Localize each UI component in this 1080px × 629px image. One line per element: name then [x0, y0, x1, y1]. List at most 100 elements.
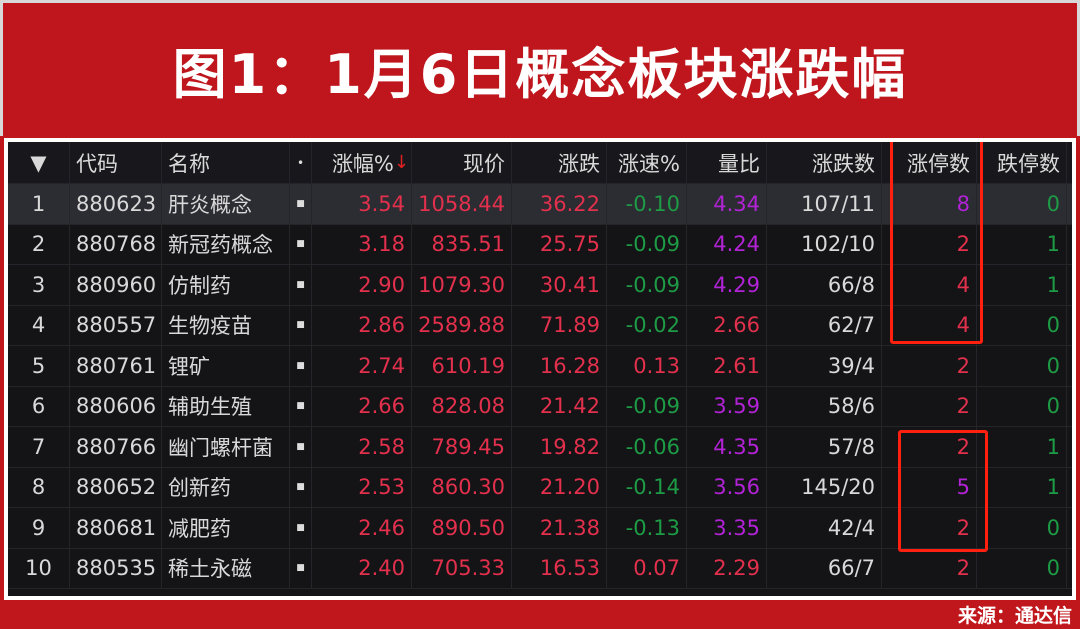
limit-down-count: 1 — [977, 427, 1067, 467]
table-row[interactable]: 9 880681 减肥药 ■ 2.46 890.50 21.38 -0.13 3.35 42/4 2… — [8, 508, 1072, 549]
limit-up-count: 2 — [882, 224, 977, 264]
header-change-pct[interactable]: 涨幅% ↓ — [312, 142, 412, 183]
up-down-count: 66/7 — [767, 548, 882, 588]
speed-pct: 0.13 — [607, 346, 687, 386]
row-spacer — [1067, 549, 1072, 589]
change: 21.20 — [512, 467, 607, 507]
limit-up-count: 2 — [882, 548, 977, 588]
sector-name: 生物疫苗 — [162, 305, 290, 345]
sector-name: 仿制药 — [162, 265, 290, 305]
marker-dot: ■ — [290, 305, 312, 345]
limit-down-count: 0 — [977, 305, 1067, 345]
volume-ratio: 4.35 — [687, 427, 767, 467]
header-change[interactable]: 涨跌 — [512, 142, 607, 183]
speed-pct: -0.02 — [607, 305, 687, 345]
row-index: 5 — [8, 346, 70, 386]
limit-down-count: 0 — [977, 548, 1067, 588]
table-row[interactable]: 5 880761 锂矿 ■ 2.74 610.19 16.28 0.13 2.61 39/4 2 0 — [8, 346, 1072, 387]
marker-dot: ■ — [290, 224, 312, 264]
sector-name: 稀土永磁 — [162, 548, 290, 588]
marker-dot: ■ — [290, 265, 312, 305]
table-row[interactable]: 8 880652 创新药 ■ 2.53 860.30 21.20 -0.14 3.56 145/2… — [8, 467, 1072, 508]
row-spacer — [1067, 508, 1072, 548]
header-volume-ratio[interactable]: 量比 — [687, 142, 767, 183]
row-spacer — [1067, 387, 1072, 427]
limit-down-count: 0 — [977, 346, 1067, 386]
row-spacer — [1067, 265, 1072, 305]
row-spacer — [1067, 225, 1072, 265]
volume-ratio: 3.59 — [687, 386, 767, 426]
header-name[interactable]: 名称 — [162, 142, 290, 183]
speed-pct: -0.09 — [607, 265, 687, 305]
header-limit-down-count[interactable]: 跌停数 — [977, 142, 1067, 183]
limit-up-count: 2 — [882, 427, 977, 467]
up-down-count: 58/6 — [767, 386, 882, 426]
header-speed[interactable]: 涨速% — [607, 142, 687, 183]
row-spacer — [1067, 346, 1072, 386]
header-sort-menu[interactable]: ▼ — [8, 142, 70, 183]
change: 25.75 — [512, 224, 607, 264]
row-index: 4 — [8, 305, 70, 345]
sector-name: 肝炎概念 — [162, 184, 290, 224]
row-spacer — [1067, 427, 1072, 467]
row-index: 1 — [8, 184, 70, 224]
header-limit-up-count[interactable]: 涨停数 — [882, 142, 977, 183]
table-row[interactable]: 4 880557 生物疫苗 ■ 2.86 2589.88 71.89 -0.02 2.66 62/… — [8, 305, 1072, 346]
change-pct: 2.90 — [312, 265, 412, 305]
header-dot[interactable]: • — [290, 142, 312, 183]
table-row[interactable]: 2 880768 新冠药概念 ■ 3.18 835.51 25.75 -0.09 4.24 102… — [8, 224, 1072, 265]
price: 860.30 — [412, 467, 512, 507]
table-row[interactable]: 1 880623 肝炎概念 ■ 3.54 1058.44 36.22 -0.10 4.34 107… — [8, 184, 1072, 225]
marker-dot: ■ — [290, 184, 312, 224]
sector-code: 880768 — [70, 224, 162, 264]
up-down-count: 57/8 — [767, 427, 882, 467]
header-spacer — [1067, 142, 1072, 183]
sector-code: 880535 — [70, 548, 162, 588]
volume-ratio: 4.34 — [687, 184, 767, 224]
header-up-down-count[interactable]: 涨跌数 — [767, 142, 882, 183]
sort-arrow-down-icon: ↓ — [393, 152, 409, 173]
limit-up-count: 8 — [882, 184, 977, 224]
change: 19.82 — [512, 427, 607, 467]
price: 610.19 — [412, 346, 512, 386]
price: 789.45 — [412, 427, 512, 467]
change-pct: 2.46 — [312, 508, 412, 548]
change: 16.53 — [512, 548, 607, 588]
limit-up-count: 4 — [882, 305, 977, 345]
change-pct: 2.66 — [312, 386, 412, 426]
marker-dot: ■ — [290, 386, 312, 426]
header-price[interactable]: 现价 — [412, 142, 512, 183]
marker-dot: ■ — [290, 467, 312, 507]
volume-ratio: 2.61 — [687, 346, 767, 386]
limit-down-count: 1 — [977, 265, 1067, 305]
speed-pct: 0.07 — [607, 548, 687, 588]
table-row[interactable]: 6 880606 辅助生殖 ■ 2.66 828.08 21.42 -0.09 3.59 58/6… — [8, 386, 1072, 427]
up-down-count: 42/4 — [767, 508, 882, 548]
limit-up-count: 2 — [882, 386, 977, 426]
change-pct: 3.54 — [312, 184, 412, 224]
up-down-count: 62/7 — [767, 305, 882, 345]
change: 16.28 — [512, 346, 607, 386]
header-code[interactable]: 代码 — [70, 142, 162, 183]
up-down-count: 66/8 — [767, 265, 882, 305]
table-row[interactable]: 3 880960 仿制药 ■ 2.90 1079.30 30.41 -0.09 4.29 66/8… — [8, 265, 1072, 306]
change: 21.42 — [512, 386, 607, 426]
price: 705.33 — [412, 548, 512, 588]
change: 36.22 — [512, 184, 607, 224]
limit-down-count: 1 — [977, 224, 1067, 264]
sector-code: 880652 — [70, 467, 162, 507]
price: 2589.88 — [412, 305, 512, 345]
speed-pct: -0.09 — [607, 386, 687, 426]
sector-code: 880761 — [70, 346, 162, 386]
change: 71.89 — [512, 305, 607, 345]
table-row[interactable]: 10 880535 稀土永磁 ■ 2.40 705.33 16.53 0.07 2.29 66/7… — [8, 548, 1072, 589]
table-row[interactable]: 7 880766 幽门螺杆菌 ■ 2.58 789.45 19.82 -0.06 4.35 57/… — [8, 427, 1072, 468]
sector-table: ▼ 代码 名称 • 涨幅% ↓ 现价 涨跌 涨速% 量比 涨跌数 涨停数 跌停数 1 880623 肝炎概念 ■… — [8, 142, 1072, 596]
sector-name: 创新药 — [162, 467, 290, 507]
volume-ratio: 4.29 — [687, 265, 767, 305]
limit-up-count: 4 — [882, 265, 977, 305]
limit-down-count: 1 — [977, 467, 1067, 507]
row-index: 10 — [8, 548, 70, 588]
sector-name: 幽门螺杆菌 — [162, 427, 290, 467]
change-pct: 3.18 — [312, 224, 412, 264]
